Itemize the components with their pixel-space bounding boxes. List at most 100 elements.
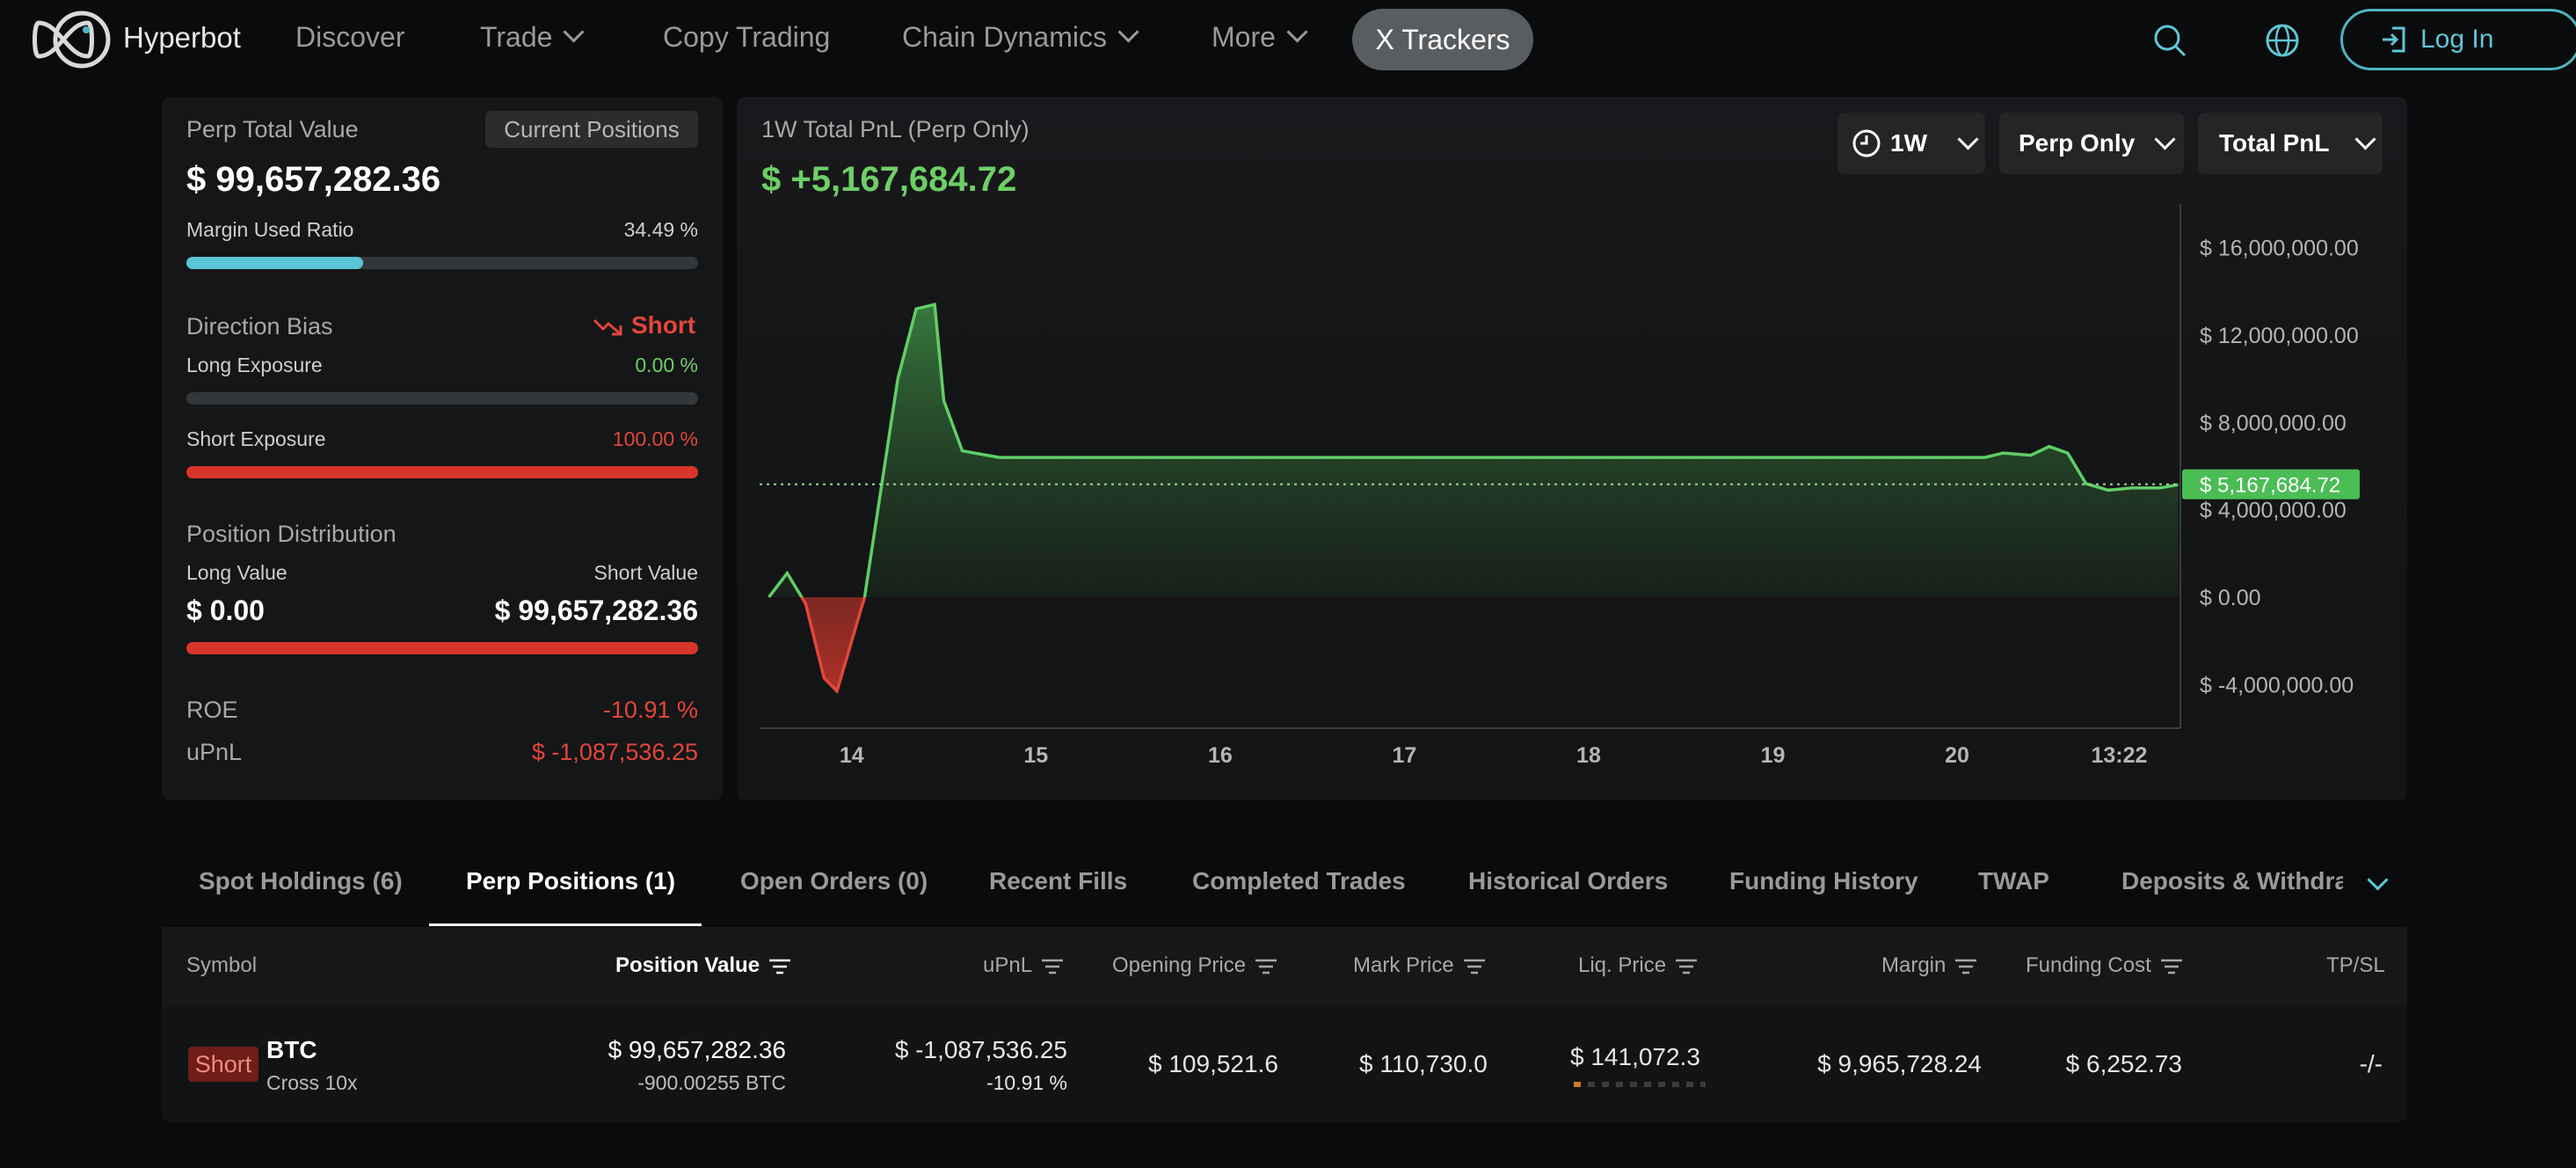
period-label: 1W xyxy=(1890,129,1927,157)
th-opening-price[interactable]: Opening Price xyxy=(1112,953,1277,978)
market-label: Perp Only xyxy=(2019,129,2136,157)
y-tick-label: $ 0.00 xyxy=(2200,586,2261,610)
th-opening-price-label: Opening Price xyxy=(1112,953,1247,977)
y-tick-label: $ 16,000,000.00 xyxy=(2200,237,2359,261)
pnl-line-negative xyxy=(768,597,867,695)
symbol-name[interactable]: BTC xyxy=(266,1036,317,1063)
tab-deposits-withdrawals[interactable]: Deposits & Withdraw xyxy=(2121,867,2343,894)
liq-distance-indicator xyxy=(1574,1082,1706,1087)
th-margin[interactable]: Margin xyxy=(1881,953,1977,978)
top-nav: Hyperbot Discover Trade Copy Trading Cha… xyxy=(0,0,2576,79)
th-upnl[interactable]: uPnL xyxy=(983,953,1064,978)
tab-perp-positions[interactable]: Perp Positions (1) xyxy=(466,867,676,894)
nav-copy-trading[interactable]: Copy Trading xyxy=(663,21,831,53)
table-row[interactable] xyxy=(162,1006,2407,1122)
margin-used-label: Margin Used Ratio xyxy=(186,218,354,241)
short-exposure-value: 100.00 % xyxy=(612,427,698,450)
tab-twap[interactable]: TWAP xyxy=(1978,867,2049,894)
tab-completed-trades[interactable]: Completed Trades xyxy=(1192,867,1406,894)
long-value: $ 0.00 xyxy=(186,595,265,626)
short-exposure-label: Short Exposure xyxy=(186,427,326,450)
filter-icon xyxy=(1255,959,1277,975)
short-value-label: Short Value xyxy=(593,561,698,584)
login-icon xyxy=(2383,26,2405,53)
margin-used-value: 34.49 % xyxy=(623,218,698,241)
mark-price-cell: $ 110,730.0 xyxy=(1359,1050,1488,1077)
y-tick-label: $ 8,000,000.00 xyxy=(2200,411,2347,435)
distribution-bar xyxy=(186,642,698,654)
th-liq-price-label: Liq. Price xyxy=(1578,953,1667,977)
tab-recent-fills[interactable]: Recent Fills xyxy=(989,867,1128,894)
brand-name: Hyperbot xyxy=(123,21,241,54)
pnl-positive-area xyxy=(768,304,2179,597)
liq-price-cell: $ 141,072.3 xyxy=(1570,1043,1700,1070)
th-mark-price[interactable]: Mark Price xyxy=(1353,953,1486,978)
margin-cell: $ 9,965,728.24 xyxy=(1817,1050,1982,1077)
filter-icon xyxy=(1676,959,1698,975)
th-position-value[interactable]: Position Value xyxy=(615,953,791,978)
upnl-label: uPnL xyxy=(186,739,243,765)
long-exposure-value: 0.00 % xyxy=(635,354,698,376)
short-exposure-bar xyxy=(186,466,698,478)
th-liq-price[interactable]: Liq. Price xyxy=(1578,953,1698,978)
nav-x-trackers[interactable]: X Trackers xyxy=(1352,9,1533,70)
th-funding-cost[interactable]: Funding Cost xyxy=(2026,953,2183,978)
metric-dropdown[interactable]: Total PnL xyxy=(2198,113,2383,174)
y-tick-label: $ -4,000,000.00 xyxy=(2200,673,2354,697)
clock-icon xyxy=(1852,129,1881,157)
roe-label: ROE xyxy=(186,697,238,723)
leverage: Cross 10x xyxy=(266,1071,358,1094)
search-icon[interactable] xyxy=(2152,23,2187,58)
metric-label: Total PnL xyxy=(2219,129,2330,157)
login-label: Log In xyxy=(2420,25,2494,54)
direction-bias-value: Short xyxy=(593,311,695,339)
upnl-value: $ -1,087,536.25 xyxy=(531,739,698,765)
tab-open-orders[interactable]: Open Orders (0) xyxy=(740,867,928,894)
tab-spot-holdings[interactable]: Spot Holdings (6) xyxy=(199,867,403,894)
current-value-tag xyxy=(2182,469,2360,500)
x-tick-label: 18 xyxy=(1576,743,1601,768)
long-exposure-bar xyxy=(186,392,698,405)
nav-trade-label: Trade xyxy=(480,21,553,53)
direction-bias-label: Direction Bias xyxy=(186,313,333,339)
y-tick-label: $ 12,000,000.00 xyxy=(2200,324,2359,348)
table-header xyxy=(162,927,2407,1006)
funding-cost-cell: $ 6,252.73 xyxy=(2065,1050,2182,1077)
th-position-value-label: Position Value xyxy=(615,953,760,977)
nav-trade[interactable]: Trade xyxy=(480,21,585,54)
x-tick-label: 20 xyxy=(1945,743,1969,768)
filter-icon xyxy=(1955,959,1977,975)
upnl-cell: $ -1,087,536.25 xyxy=(894,1036,1067,1063)
globe-icon[interactable] xyxy=(2265,23,2300,58)
th-margin-label: Margin xyxy=(1881,953,1947,977)
current-positions-button[interactable]: Current Positions xyxy=(485,111,698,148)
hyperbot-logo-icon[interactable] xyxy=(32,11,111,69)
market-dropdown[interactable]: Perp Only xyxy=(1999,113,2184,174)
opening-price-cell: $ 109,521.6 xyxy=(1148,1050,1278,1077)
tabs-more-chevron-icon[interactable] xyxy=(2367,869,2389,891)
x-tick-label: 16 xyxy=(1208,743,1233,768)
pnl-line-positive xyxy=(768,303,2179,597)
th-mark-price-label: Mark Price xyxy=(1353,953,1454,977)
nav-more[interactable]: More xyxy=(1212,21,1308,54)
filter-icon xyxy=(1463,959,1485,975)
x-tick-label: 15 xyxy=(1023,743,1048,768)
period-dropdown[interactable]: 1W xyxy=(1837,113,1985,174)
nav-more-label: More xyxy=(1212,21,1276,53)
tab-funding-history[interactable]: Funding History xyxy=(1729,867,1918,894)
position-distribution-label: Position Distribution xyxy=(186,521,397,547)
filter-icon xyxy=(769,959,791,975)
tpsl-cell[interactable]: -/- xyxy=(2359,1050,2383,1077)
nav-discover[interactable]: Discover xyxy=(295,21,405,53)
filter-icon xyxy=(2160,959,2182,975)
tab-historical-orders[interactable]: Historical Orders xyxy=(1468,867,1669,894)
filter-icon xyxy=(1042,959,1064,975)
x-tick-label: 13:22 xyxy=(2091,743,2147,768)
active-tab-indicator xyxy=(429,923,702,926)
direction-bias-text: Short xyxy=(631,311,696,339)
long-value-label: Long Value xyxy=(186,561,287,584)
pnl-chart: $ 5,167,684.72 $ 16,000,000.00 $ 12,000,00… xyxy=(760,204,2360,768)
nav-chain-dynamics[interactable]: Chain Dynamics xyxy=(902,21,1139,54)
position-value: $ 99,657,282.36 xyxy=(608,1036,786,1063)
login-button[interactable]: Log In xyxy=(2340,9,2576,70)
